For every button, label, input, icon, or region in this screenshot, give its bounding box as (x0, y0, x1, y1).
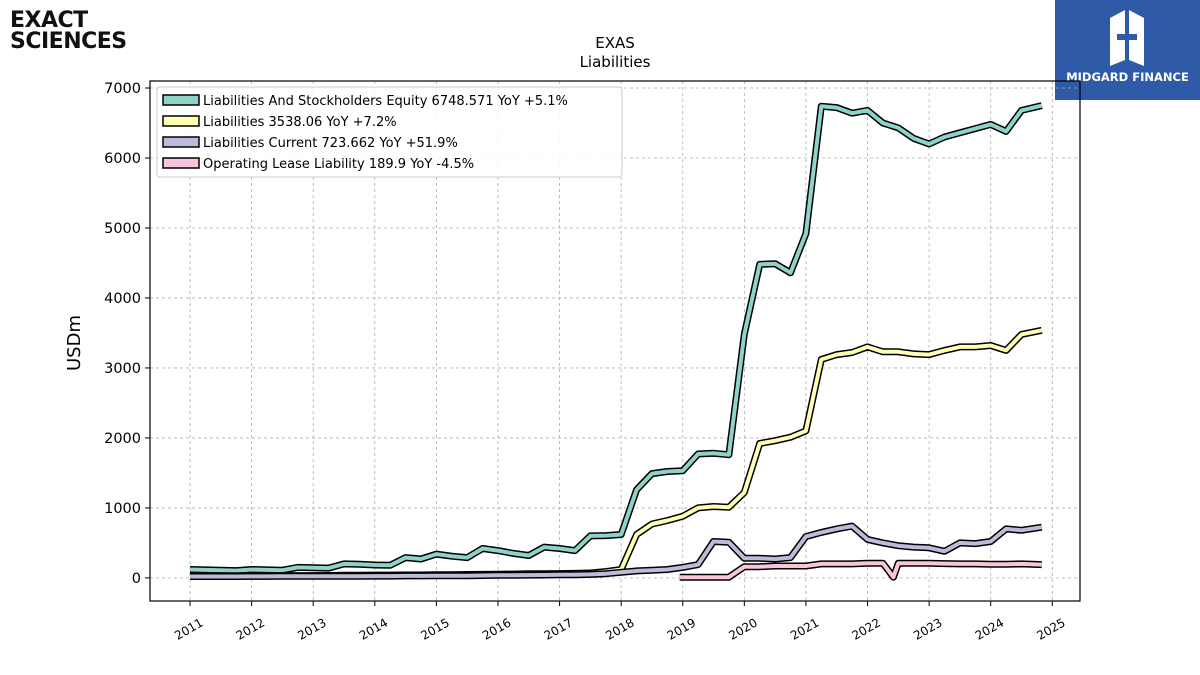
partner-logo-text: MIDGARD FINANCE (1066, 70, 1189, 84)
x-tick-label: 2012 (234, 615, 267, 642)
logo-line-2: SCIENCES (10, 29, 127, 54)
x-tick-label: 2017 (542, 615, 575, 642)
y-tick-label: 1000 (104, 501, 141, 517)
legend-entry: Liabilities 3538.06 YoY +7.2% (203, 115, 397, 130)
series-line (190, 524, 1043, 579)
legend-box (156, 86, 623, 178)
y-tick-label: 7000 (104, 81, 141, 97)
y-tick-label: 2000 (104, 431, 141, 447)
y-tick-label: 4000 (104, 291, 141, 307)
legend-swatch (162, 94, 200, 106)
y-axis-label: USDm (64, 315, 85, 371)
x-tick-label: 2019 (665, 615, 698, 642)
x-tick-label: 2021 (788, 615, 821, 642)
midgard-finance-logo: MIDGARD FINANCE (1055, 0, 1200, 100)
x-tick-label: 2014 (357, 615, 390, 642)
series-outline (190, 326, 1043, 580)
plot-frame (149, 80, 1081, 602)
series-line (679, 561, 1042, 580)
exact-sciences-logo: EXACT SCIENCES (10, 8, 127, 54)
legend-swatch (162, 136, 200, 148)
legend-entry: Liabilities And Stockholders Equity 6748… (203, 94, 568, 109)
x-tick-label: 2022 (850, 615, 883, 642)
midgard-emblem-icon (1110, 10, 1144, 66)
x-tick-label: 2013 (295, 615, 328, 642)
x-tick-label: 2025 (1034, 615, 1067, 642)
legend-swatch (162, 115, 200, 127)
y-axis: 0 1000 2000 3000 4000 5000 6000 7000 (104, 81, 150, 587)
x-axis: 2011 2012 2013 2014 2015 2016 2017 2018 2019 2020… (172, 601, 1068, 643)
x-tick-label: 2020 (726, 615, 759, 642)
series-line (189, 103, 1043, 573)
chart-title: EXAS (595, 34, 635, 52)
chart-subtitle: Liabilities (580, 53, 651, 71)
x-tick-label: 2024 (973, 615, 1006, 642)
y-tick-label: 3000 (104, 361, 141, 377)
legend: Liabilities And Stockholders Equity 6748… (156, 86, 623, 178)
y-tick-label: 6000 (104, 151, 141, 167)
x-tick-label: 2018 (603, 615, 636, 642)
y-tick-label: 5000 (104, 221, 141, 237)
legend-entry: Operating Lease Liability 189.9 YoY -4.5… (203, 157, 474, 172)
logo-line-1: EXACT (10, 8, 88, 33)
x-tick-label: 2011 (172, 615, 205, 642)
x-tick-label: 2016 (480, 615, 513, 642)
series-lines (189, 102, 1043, 581)
legend-entry: Liabilities Current 723.662 YoY +51.9% (203, 136, 458, 151)
series-line (190, 328, 1043, 578)
x-tick-label: 2023 (911, 615, 944, 642)
x-tick-label: 2015 (418, 615, 451, 642)
legend-swatch (162, 157, 200, 169)
y-tick-label: 0 (132, 571, 141, 587)
